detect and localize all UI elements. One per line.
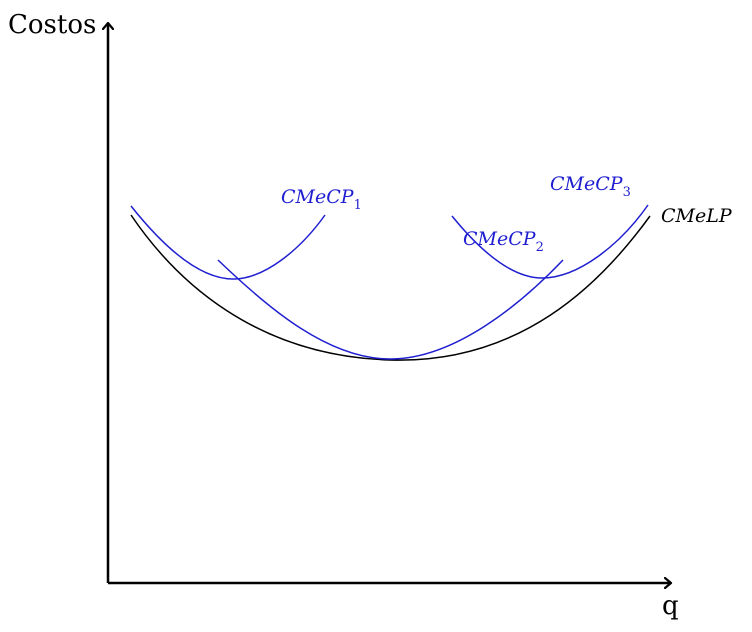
short-run-average-cost-curve-3	[451, 204, 649, 279]
short-run-average-cost-curve-1	[130, 205, 326, 280]
curve-label-cmelp: CMeLP	[661, 205, 733, 227]
short-run-average-cost-curve-2	[217, 259, 564, 360]
curve-label-cmecp2: CMeCP2	[463, 228, 544, 255]
y-axis-label: Costos	[8, 10, 96, 40]
curve-label-cmecp1: CMeCP1	[281, 186, 362, 213]
long-run-average-cost-curve	[130, 214, 651, 361]
curve-label-cmecp3: CMeCP3	[550, 173, 631, 200]
x-axis-label: q	[662, 591, 679, 621]
